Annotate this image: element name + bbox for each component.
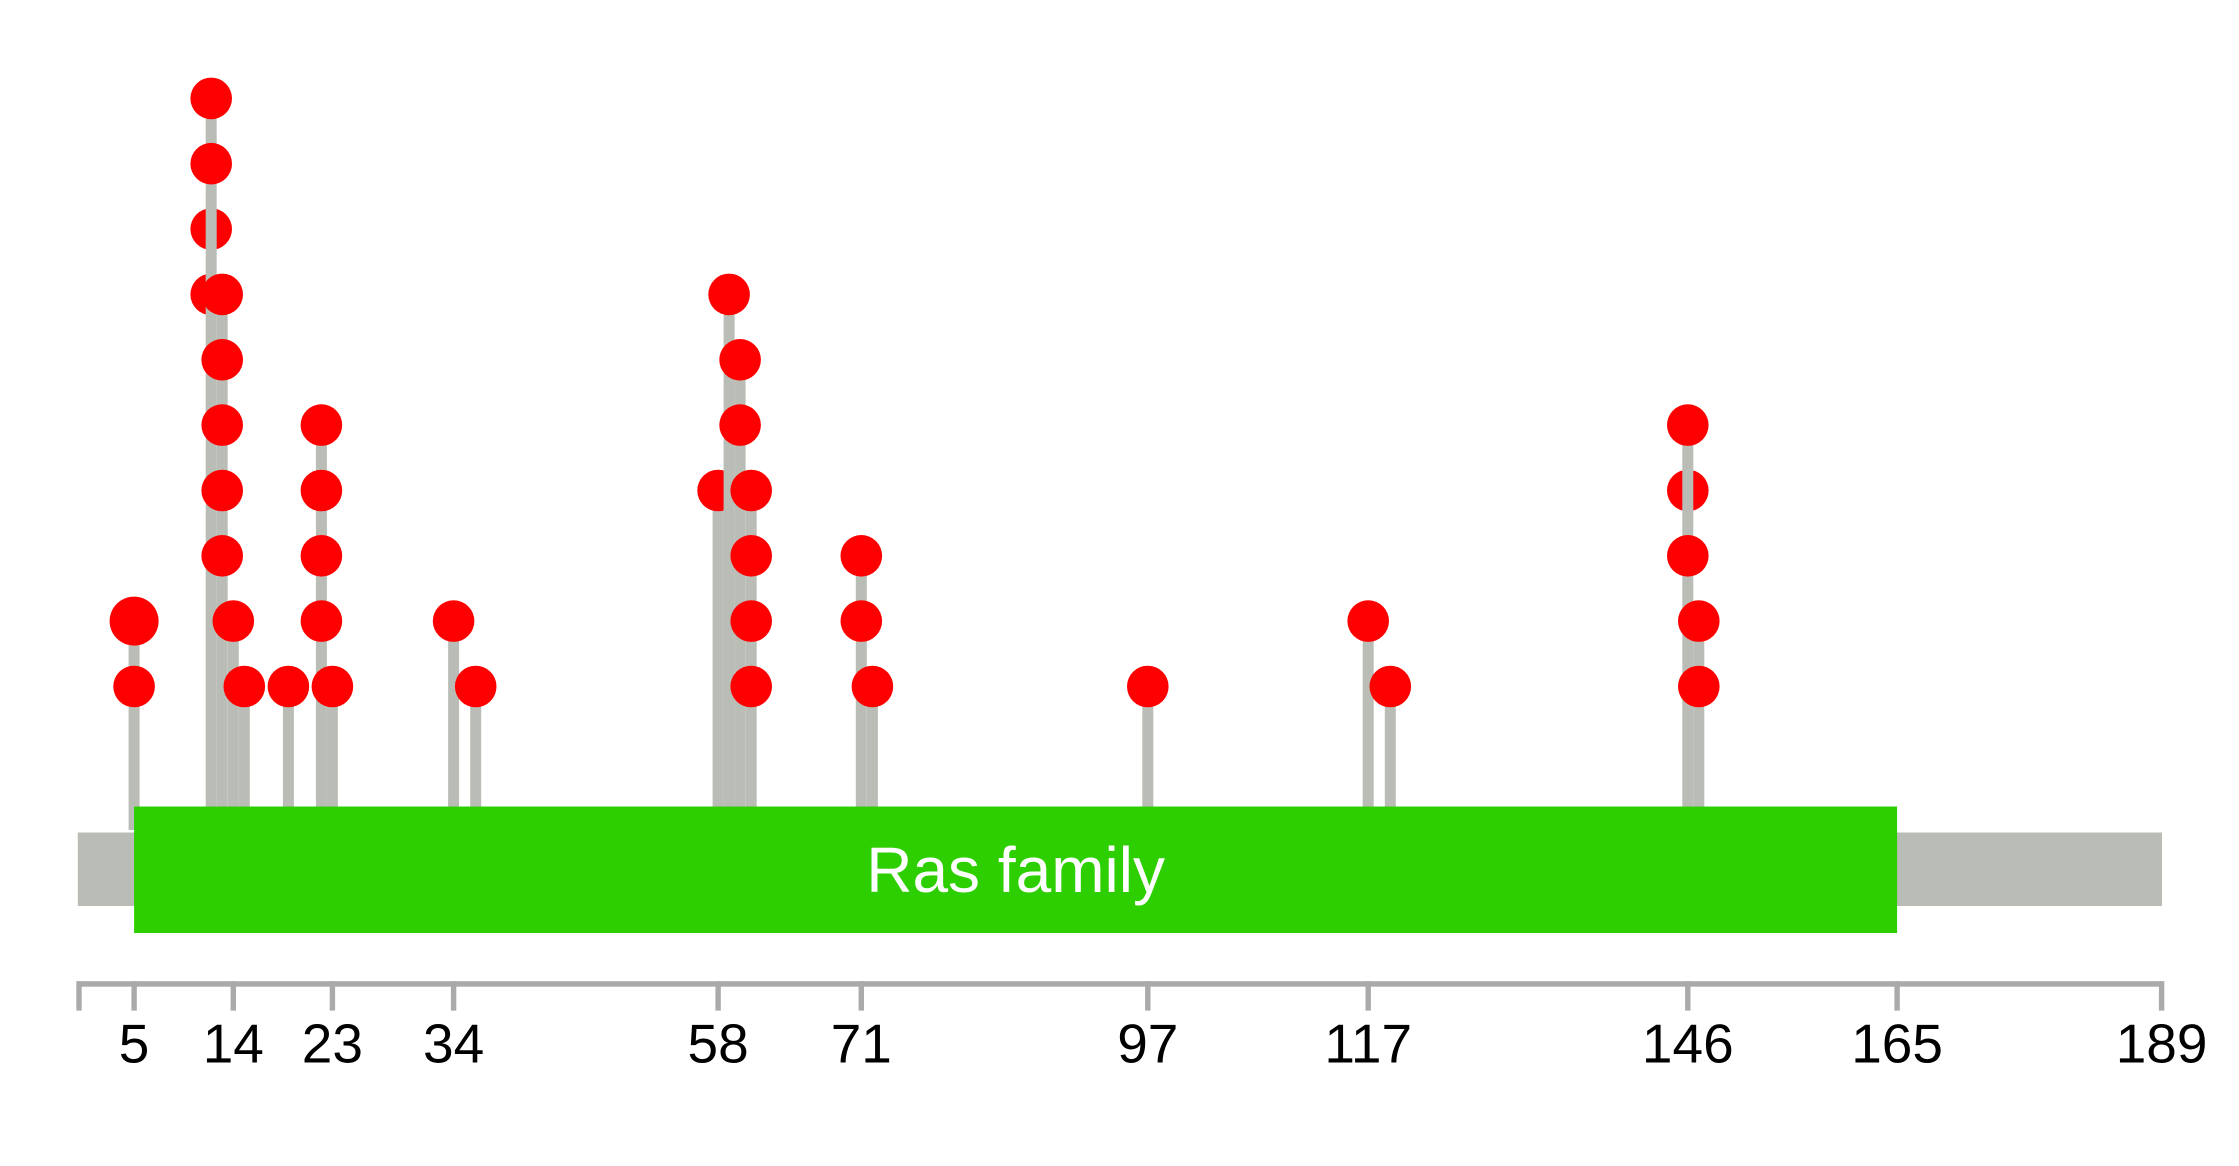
svg-text:189: 189 (2116, 1013, 2208, 1075)
svg-text:23: 23 (302, 1013, 363, 1075)
svg-text:Ras family: Ras family (866, 834, 1165, 906)
svg-text:165: 165 (1851, 1013, 1943, 1075)
svg-text:97: 97 (1117, 1013, 1178, 1075)
svg-text:146: 146 (1642, 1013, 1734, 1075)
svg-text:71: 71 (831, 1013, 892, 1075)
svg-text:34: 34 (423, 1013, 484, 1075)
svg-text:5: 5 (119, 1013, 150, 1075)
svg-text:117: 117 (1324, 1013, 1412, 1075)
svg-text:58: 58 (688, 1013, 749, 1075)
svg-text:14: 14 (203, 1013, 264, 1075)
